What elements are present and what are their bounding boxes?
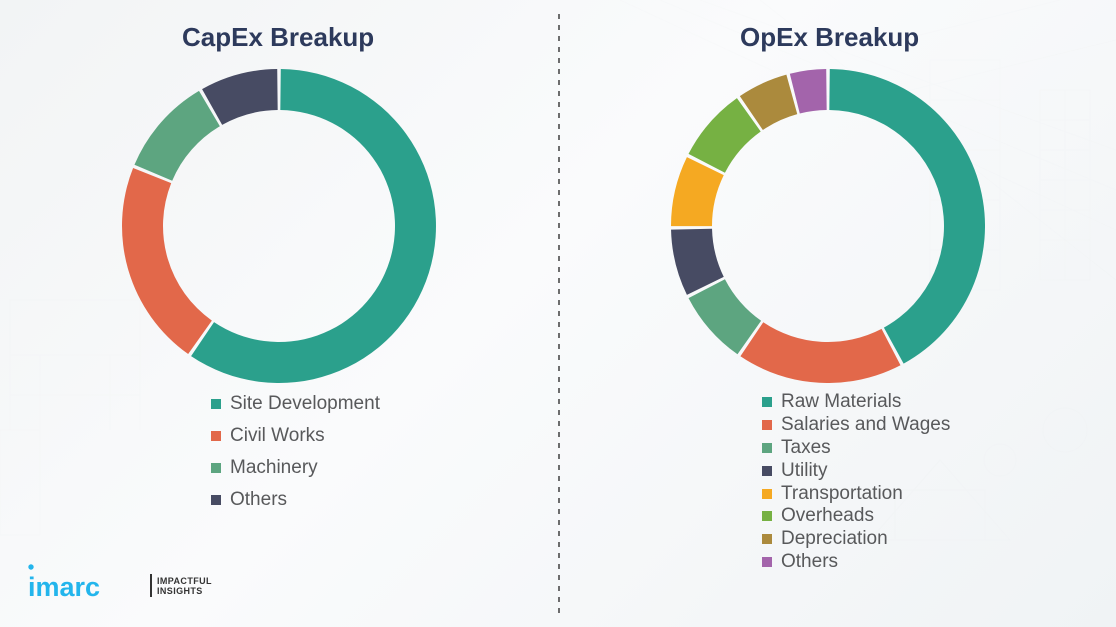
svg-text:imarc: imarc	[28, 572, 100, 602]
svg-text:INSIGHTS: INSIGHTS	[157, 586, 203, 596]
svg-text:IMPACTFUL: IMPACTFUL	[157, 576, 212, 586]
